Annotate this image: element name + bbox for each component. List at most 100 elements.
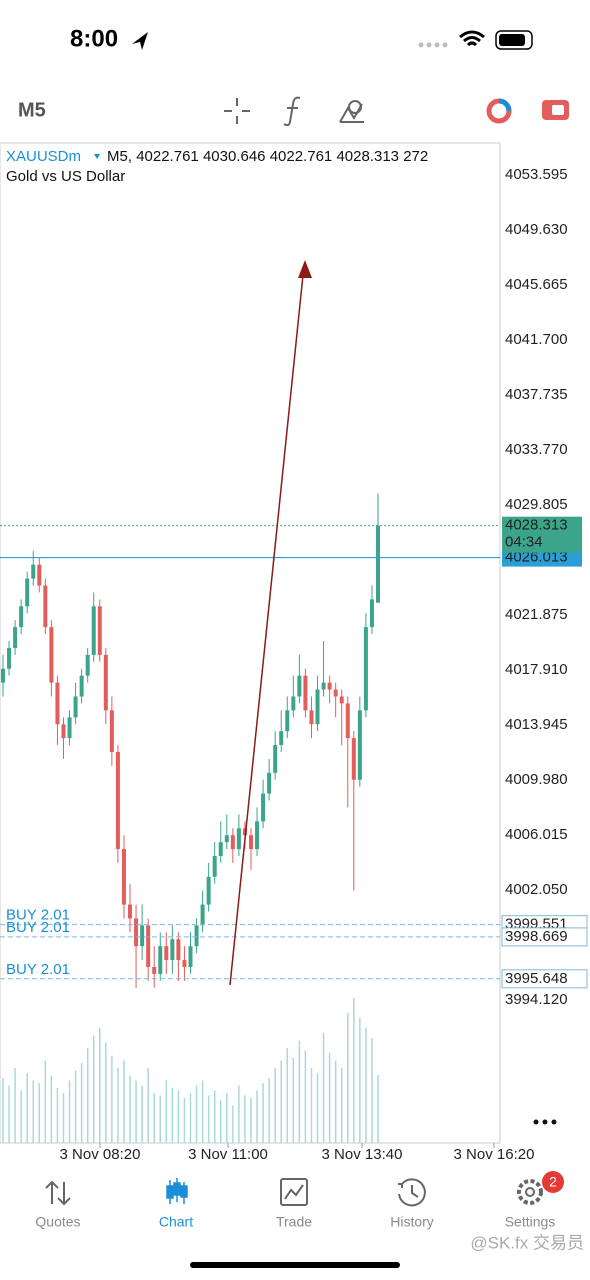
nav-trade[interactable]: Trade — [276, 1214, 312, 1230]
trend-arrowhead — [298, 260, 312, 278]
order-label: BUY 2.01 — [6, 961, 70, 978]
candle-body — [97, 606, 102, 655]
candle-body — [85, 654, 90, 676]
x-tick-label: 3 Nov 11:00 — [188, 1146, 268, 1163]
candle-body — [25, 578, 30, 607]
order-label: BUY 2.01 — [6, 907, 70, 924]
candle-body — [297, 675, 302, 697]
y-tick-label: 4037.735 — [505, 386, 568, 403]
nav-chart[interactable]: Chart — [159, 1214, 193, 1230]
y-tick-label: 4013.945 — [505, 716, 568, 733]
candle-body — [13, 627, 18, 648]
nav-settings[interactable]: Settings — [505, 1214, 556, 1230]
indicators-button[interactable] — [283, 96, 301, 127]
candle-body — [376, 525, 380, 603]
candle-body — [285, 710, 290, 732]
candle-body — [230, 835, 235, 850]
candle-body — [128, 904, 133, 919]
order-price-box — [501, 927, 588, 947]
history-icon[interactable] — [398, 1178, 426, 1207]
candle-body — [224, 835, 229, 843]
account-button-accent — [498, 98, 512, 112]
candle-body — [7, 647, 12, 669]
nav-quotes[interactable]: Quotes — [35, 1214, 80, 1230]
candle-body — [248, 835, 253, 850]
home-indicator — [190, 1262, 400, 1268]
candle-body — [152, 966, 157, 974]
wifi-icon — [459, 30, 485, 47]
badge-count: 2 — [549, 1174, 557, 1190]
candle-body — [303, 675, 308, 711]
more-button[interactable] — [533, 1119, 557, 1125]
ohlc-header: M5, 4022.761 4030.646 4022.761 4028.313 … — [107, 148, 428, 165]
candle-body — [212, 856, 217, 877]
price-label: 4026.013 — [505, 549, 568, 566]
y-tick-label: 4041.700 — [505, 331, 568, 348]
location-icon — [132, 32, 148, 50]
header-low: 4022.761 — [270, 148, 333, 165]
badge — [542, 1171, 564, 1193]
header-close: 4028.313 — [336, 148, 399, 165]
candle-body — [134, 918, 139, 947]
candle-body — [315, 689, 320, 725]
price-box — [502, 548, 582, 567]
header-timeframe: M5, — [107, 148, 132, 165]
crosshair-button[interactable] — [224, 98, 250, 124]
candle-body — [103, 654, 108, 711]
candle-body — [61, 724, 66, 739]
candle-body — [279, 731, 284, 746]
y-tick-label: 4021.875 — [505, 606, 568, 623]
symbol[interactable]: XAUUSDm — [6, 148, 81, 165]
candle-body — [363, 627, 368, 711]
bid-box — [502, 516, 582, 553]
candle-body — [67, 717, 72, 739]
candle-body — [291, 696, 296, 711]
candle-body — [351, 738, 356, 780]
candle-body — [309, 710, 314, 725]
countdown: 04:34 — [505, 534, 543, 551]
candle-body — [333, 689, 338, 697]
candle-body — [55, 682, 60, 725]
symbol-dropdown[interactable] — [94, 154, 100, 159]
candle-body — [242, 828, 247, 836]
candle-body — [369, 599, 374, 628]
order-price-label: 3998.669 — [505, 928, 568, 945]
trade-button-inner — [552, 105, 564, 115]
candle-body — [37, 564, 42, 586]
quotes-icon[interactable] — [45, 1180, 71, 1206]
order-label: BUY 2.01 — [6, 919, 70, 936]
candle-body — [79, 675, 84, 697]
candle-body — [1, 668, 5, 683]
chart-icon[interactable] — [166, 1178, 188, 1204]
plot: 4053.595 4049.630 4045.665 4041.700 4037.735… — [0, 166, 588, 1163]
candle-body — [200, 904, 205, 926]
candle-body — [261, 793, 266, 822]
signal-icon — [418, 42, 448, 48]
candle-body — [170, 939, 175, 961]
candle-body — [164, 946, 169, 961]
nav-history[interactable]: History — [390, 1214, 434, 1230]
y-tick-label: 4009.980 — [505, 771, 568, 788]
candle-body — [182, 960, 187, 967]
y-tick-label: 4002.050 — [505, 881, 568, 898]
y-tick-label: 4006.015 — [505, 826, 568, 843]
candle-body — [176, 939, 181, 961]
candle-body — [146, 925, 151, 967]
watermark: @SK.fx 交易员 — [470, 1233, 584, 1252]
candle-body — [115, 751, 120, 850]
objects-button[interactable] — [339, 100, 364, 123]
candle-body — [357, 710, 362, 780]
settings-icon[interactable] — [517, 1179, 543, 1205]
candle-body — [255, 821, 260, 850]
battery-level — [499, 34, 525, 46]
candle-body — [339, 696, 344, 704]
timeframe-button[interactable]: M5 — [18, 99, 46, 121]
y-tick-label: 4017.910 — [505, 661, 568, 678]
trend-arrow — [229, 274, 304, 986]
trade-icon[interactable] — [280, 1178, 308, 1206]
candle-body — [73, 696, 78, 718]
candle-body — [194, 925, 199, 947]
y-tick-label: 4049.630 — [505, 221, 568, 238]
